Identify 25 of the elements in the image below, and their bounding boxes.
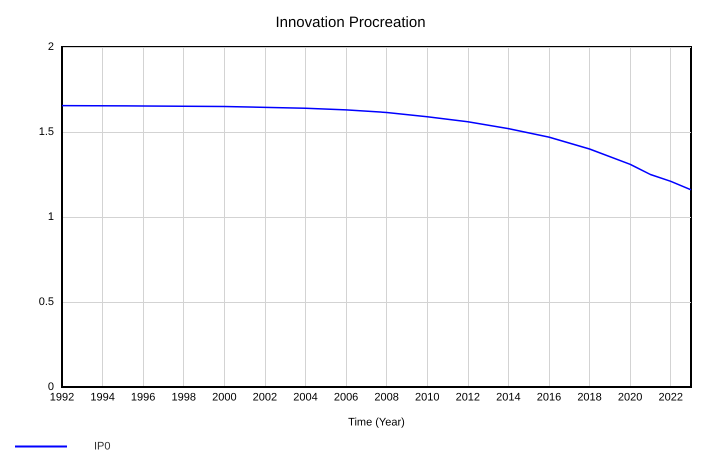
text: IP0 [94, 440, 111, 452]
x-tick-label: 2020 [618, 392, 642, 404]
x-tick-label: 2014 [496, 392, 521, 404]
x-tick-label: 2010 [414, 392, 440, 404]
x-tick-label: 2002 [252, 392, 278, 404]
chart-title: Innovation Procreation [275, 14, 426, 31]
x-axis-title: Time (Year) [348, 416, 405, 428]
x-tick-label: 1998 [172, 392, 196, 404]
x-tick-label: 1994 [90, 392, 115, 404]
x-tick-label: 1992 [50, 392, 74, 404]
x-tick-label: 2022 [658, 392, 683, 404]
x-tick-label: 1996 [130, 392, 156, 404]
x-tick-label: 2008 [374, 392, 399, 404]
y-tick-label: 1.5 [38, 126, 54, 138]
y-tick-label: 1 [48, 211, 54, 223]
x-tick-label: 2016 [536, 392, 562, 404]
x-tick-label: 2012 [456, 392, 480, 404]
line-series [61, 104, 692, 191]
x-tick-label: 2018 [577, 392, 602, 404]
y-tick-label: 2 [48, 41, 54, 53]
x-tick-label: 2006 [334, 392, 358, 404]
y-tick-label: 0 [48, 381, 54, 393]
x-tick-label: 2004 [293, 392, 318, 404]
y-tick-label: 0.5 [38, 296, 54, 308]
x-tick-label: 2000 [212, 392, 237, 404]
